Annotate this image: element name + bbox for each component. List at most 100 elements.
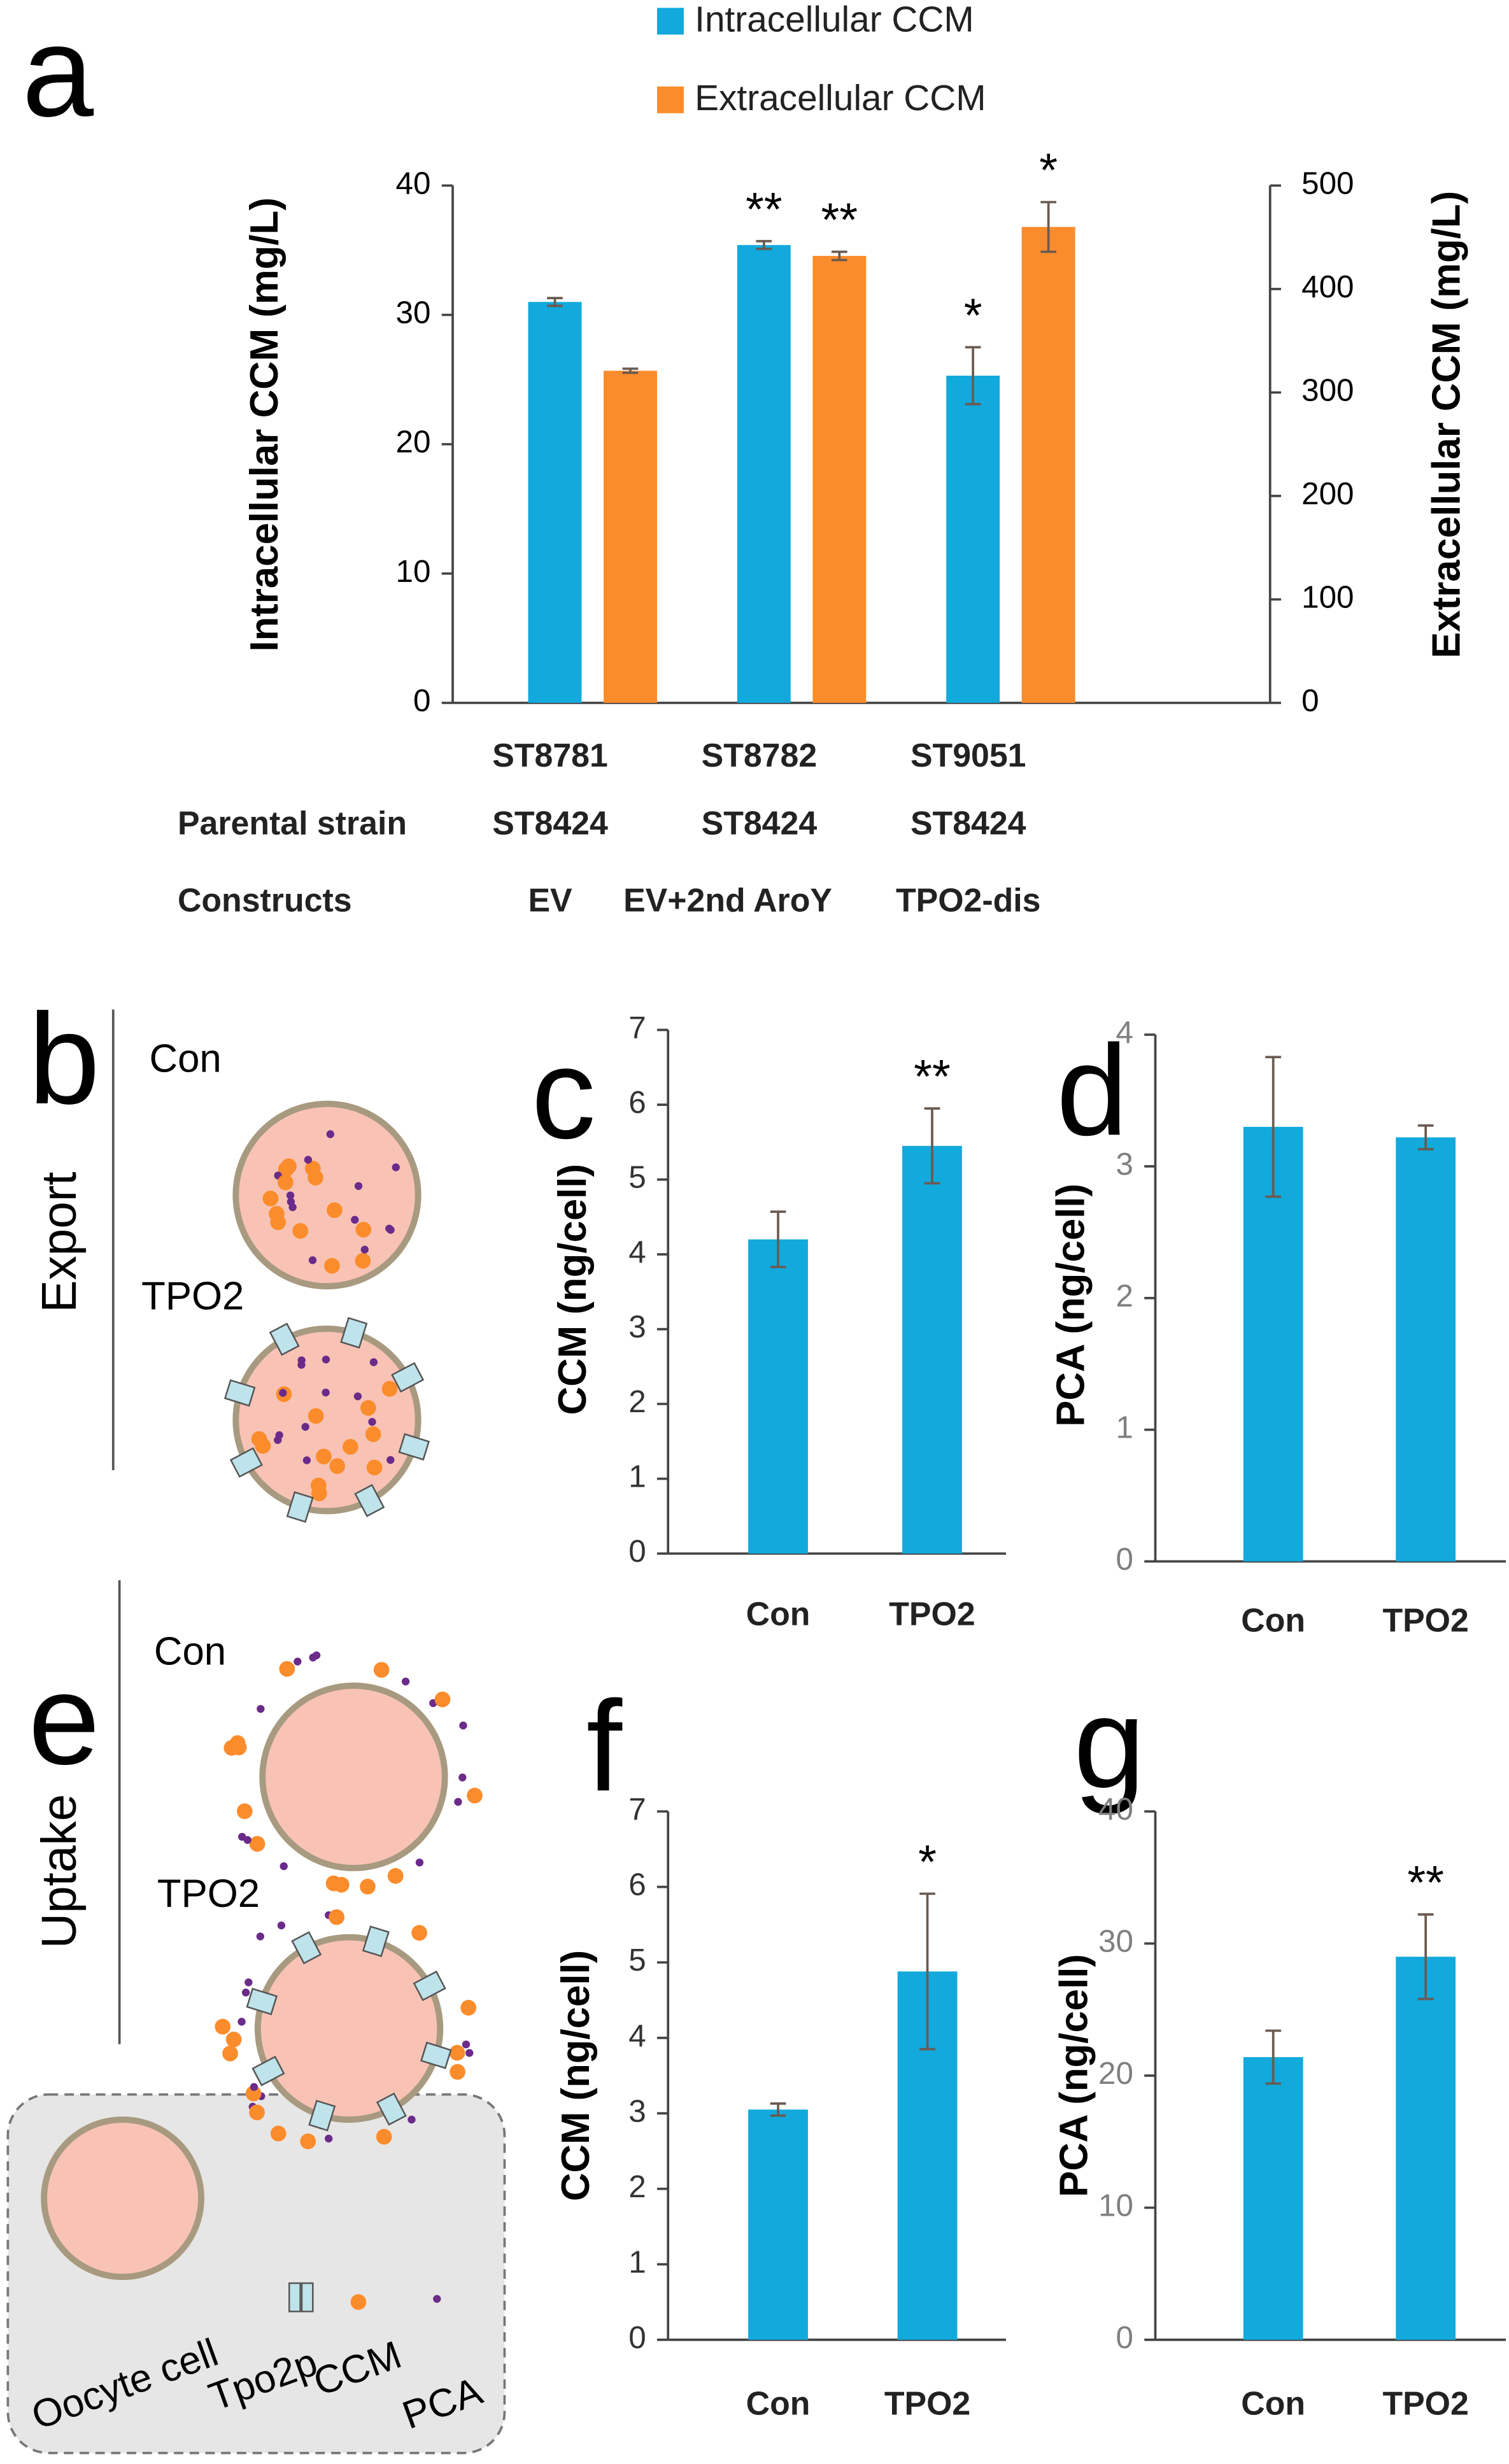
pca-dot [325,2134,333,2143]
pca-dot [415,1859,424,1867]
pca-dot [369,1358,378,1366]
pca-dot [256,1932,265,1941]
y-tick-label: 5 [628,1160,646,1195]
cell [254,1934,444,2123]
ccm-dot [329,1458,345,1475]
error-bar [1417,1913,1434,2000]
error-bar [1040,201,1056,253]
pca-dot [286,1191,295,1200]
pca-dot [312,1651,321,1660]
bar [1243,2057,1303,2340]
ccm-dot [308,1408,324,1424]
ccm-dot [434,1691,451,1708]
y-tick-label: 5 [628,1943,646,1978]
y-tick-label: 10 [1098,2188,1133,2223]
y2-tick-label: 200 [1301,476,1354,511]
error-bar [1417,1124,1434,1151]
pca-dot [301,1422,309,1431]
error-bar [965,346,981,406]
ccm-dot [229,1735,246,1752]
bar [1396,1137,1456,1562]
transporter [246,1988,278,2016]
ccm-dot [300,2133,316,2149]
transporter [362,1925,390,1957]
pca-dot [465,2049,474,2057]
ccm-icon [350,2294,367,2310]
y-tick-label: 3 [628,1310,646,1345]
x-tick-label: ST8781 [492,737,608,774]
error-bar [547,297,563,308]
pca-dot [360,1245,369,1254]
y-tick-label: 1 [628,2244,646,2279]
transporter [291,1931,322,1965]
ccm-dot [342,1439,358,1455]
bar [748,2109,808,2340]
pca-dot [275,1431,283,1440]
significance: ** [914,1050,951,1103]
pca-dot [462,2040,471,2049]
y-tick-label: 20 [1098,2056,1133,2091]
ccm-dot [355,1252,371,1269]
error-bar [831,250,847,262]
bar [1396,1957,1456,2340]
pca-dot [241,1988,250,1997]
y2-tick-label: 300 [1301,372,1354,407]
pca-dot [322,1356,330,1364]
bar [902,1145,962,1554]
ccm-dot [360,1399,376,1416]
ccm-dot [411,1925,427,1941]
y-tick-label: 30 [396,295,431,330]
pca-dot [287,1198,295,1206]
pca-dot [351,1215,359,1224]
y-tick-label: 1 [628,1459,646,1494]
ccm-dot [327,1202,343,1219]
y-tick-label: 40 [396,166,431,201]
pca-dot [401,1677,410,1686]
row-label: Parental strain [178,804,407,841]
x-tick-label: TPO2 [1382,1601,1468,1638]
panel-label: e [28,1647,100,1791]
bar [604,371,657,703]
panel-label: d [1056,1018,1128,1162]
ccm-dot [387,1868,404,1884]
export-label: Export [32,1172,87,1312]
pca-dot [238,1832,246,1841]
ccm-dot [281,1158,297,1175]
y-tick-label: 0 [628,2320,646,2355]
row-cell: ST8424 [492,804,608,841]
transporter [229,1447,263,1478]
pca-dot [277,1921,286,1930]
pca-dot [280,1862,288,1871]
ccm-dot [355,1221,372,1238]
ccm-dot [365,1426,381,1442]
legend-text: Intracellular CCM [695,0,974,40]
pca-dot [386,1455,395,1464]
ccm-dot [467,1787,483,1804]
pca-dot [392,1163,400,1172]
y-tick-label: 6 [628,1867,646,1902]
significance: * [1039,144,1058,197]
significance: ** [746,183,783,236]
bar [1243,1126,1303,1562]
x-tick-label: Con [1241,2384,1305,2421]
panel-label: a [22,0,94,143]
pca-dot [353,1392,362,1401]
ccm-dot [450,2064,465,2080]
ccm-dot [225,2031,242,2048]
tpo2-label: TPO2 [141,1274,244,1318]
pca-dot [368,1418,376,1426]
ccm-dot [329,1909,345,1925]
y-tick-label: 10 [396,554,431,589]
ccm-dot [245,2085,262,2102]
ccm-dot [251,1431,267,1447]
panel-label: b [28,987,100,1131]
ccm-dot [311,1485,327,1501]
pca-dot [257,1704,265,1713]
y-axis-label: PCA (ng/cell) [1052,1954,1096,2197]
cell [232,1100,422,1290]
con-label: Con [150,1037,222,1080]
y-tick-label: 0 [1116,1541,1133,1576]
y-tick-label: 1 [1116,1410,1133,1445]
y-tick-label: 30 [1098,1924,1133,1959]
